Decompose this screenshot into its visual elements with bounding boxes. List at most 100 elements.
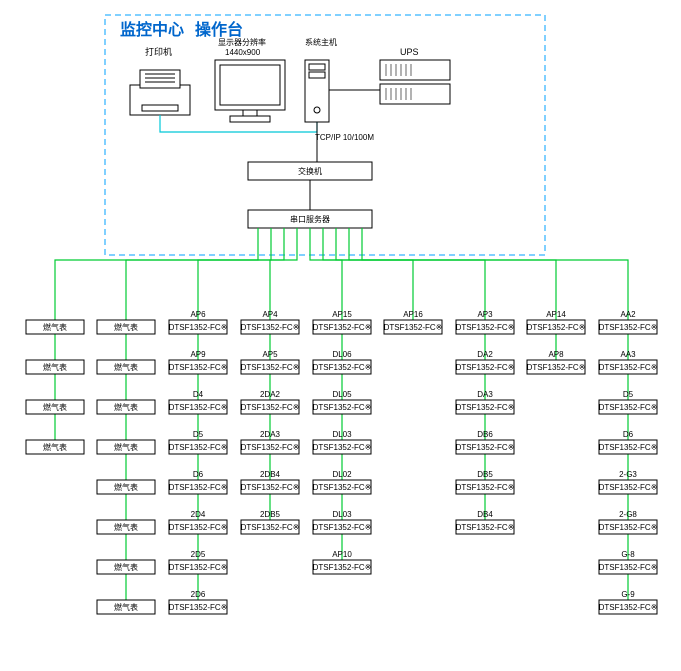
node-title: 2-G8 (619, 510, 637, 519)
node-sub: DTSF1352-FC※ (313, 443, 372, 452)
node-sub: DTSF1352-FC※ (599, 443, 658, 452)
node-title: AP3 (477, 310, 493, 319)
node-title: AP9 (190, 350, 206, 359)
gas-meter-label: 燃气表 (114, 602, 138, 612)
monitor-res: 1440x900 (225, 48, 261, 57)
node-title: AP15 (332, 310, 352, 319)
node-title: DB6 (477, 430, 493, 439)
switch-label: 交换机 (298, 166, 322, 176)
gas-meter-label: 燃气表 (114, 362, 138, 372)
node-title: AP10 (332, 550, 352, 559)
node-title: AP16 (403, 310, 423, 319)
node-title: DL02 (332, 470, 352, 479)
gas-meter-label: 燃气表 (43, 442, 67, 452)
trunk-col-0 (55, 228, 258, 447)
node-sub: DTSF1352-FC※ (456, 403, 515, 412)
node-title: AP4 (262, 310, 278, 319)
node-sub: DTSF1352-FC※ (169, 323, 228, 332)
node-sub: DTSF1352-FC※ (313, 403, 372, 412)
node-title: AP5 (262, 350, 278, 359)
node-title: AA3 (620, 350, 636, 359)
node-sub: DTSF1352-FC※ (599, 563, 658, 572)
node-title: G-8 (621, 550, 635, 559)
node-title: D6 (623, 430, 634, 439)
trunk-col-6 (336, 228, 485, 522)
node-title: 2DA2 (260, 390, 281, 399)
node-title: DA3 (477, 390, 493, 399)
node-title: DL03 (332, 430, 352, 439)
node-title: 2D5 (191, 550, 206, 559)
node-title: D6 (193, 470, 204, 479)
gas-meter-label: 燃气表 (114, 442, 138, 452)
tcpip-label: TCP/IP 10/100M (315, 133, 374, 142)
title-a: 监控中心 (120, 20, 184, 39)
node-sub: DTSF1352-FC※ (169, 443, 228, 452)
node-sub: DTSF1352-FC※ (169, 563, 228, 572)
node-sub: DTSF1352-FC※ (599, 483, 658, 492)
node-sub: DTSF1352-FC※ (241, 443, 300, 452)
node-sub: DTSF1352-FC※ (599, 323, 658, 332)
node-sub: DTSF1352-FC※ (313, 563, 372, 572)
gas-meter-label: 燃气表 (43, 362, 67, 372)
node-sub: DTSF1352-FC※ (169, 363, 228, 372)
ups-icon (380, 60, 450, 80)
node-title: D5 (193, 430, 204, 439)
node-sub: DTSF1352-FC※ (527, 323, 586, 332)
node-title: 2D4 (191, 510, 206, 519)
node-sub: DTSF1352-FC※ (169, 523, 228, 532)
node-title: AP8 (548, 350, 564, 359)
node-title: AP14 (546, 310, 566, 319)
ups-label: UPS (400, 47, 419, 57)
gas-meter-label: 燃气表 (43, 322, 67, 332)
node-sub: DTSF1352-FC※ (456, 523, 515, 532)
node-sub: DTSF1352-FC※ (313, 483, 372, 492)
node-title: DB4 (477, 510, 493, 519)
node-sub: DTSF1352-FC※ (456, 323, 515, 332)
node-title: DA2 (477, 350, 493, 359)
node-title: DL05 (332, 390, 352, 399)
printer-label: 打印机 (145, 46, 172, 57)
node-sub: DTSF1352-FC※ (599, 603, 658, 612)
host-label: 系统主机 (305, 37, 337, 47)
node-sub: DTSF1352-FC※ (527, 363, 586, 372)
node-sub: DTSF1352-FC※ (599, 523, 658, 532)
node-sub: DTSF1352-FC※ (169, 403, 228, 412)
node-title: AP6 (190, 310, 206, 319)
trunk-col-8 (362, 228, 628, 602)
node-sub: DTSF1352-FC※ (241, 323, 300, 332)
node-sub: DTSF1352-FC※ (384, 323, 443, 332)
gas-meter-label: 燃气表 (43, 402, 67, 412)
gas-meter-label: 燃气表 (114, 322, 138, 332)
trunk-col-2 (198, 228, 284, 602)
node-title: DB5 (477, 470, 493, 479)
node-sub: DTSF1352-FC※ (313, 323, 372, 332)
monitor-label: 显示器分辨率 (218, 37, 266, 47)
node-title: AA2 (620, 310, 636, 319)
node-title: 2DA3 (260, 430, 281, 439)
node-title: D5 (623, 390, 634, 399)
node-sub: DTSF1352-FC※ (456, 363, 515, 372)
node-sub: DTSF1352-FC※ (169, 603, 228, 612)
node-sub: DTSF1352-FC※ (241, 403, 300, 412)
trunk-col-7 (349, 228, 556, 362)
node-sub: DTSF1352-FC※ (456, 443, 515, 452)
topology-diagram: 监控中心操作台打印机显示器分辨率1440x900系统主机UPSTCP/IP 10… (0, 0, 681, 671)
node-title: DL03 (332, 510, 352, 519)
node-sub: DTSF1352-FC※ (599, 363, 658, 372)
node-title: DL06 (332, 350, 352, 359)
node-title: 2D6 (191, 590, 206, 599)
node-sub: DTSF1352-FC※ (241, 483, 300, 492)
node-sub: DTSF1352-FC※ (169, 483, 228, 492)
node-sub: DTSF1352-FC※ (599, 403, 658, 412)
node-title: G-9 (621, 590, 635, 599)
node-title: D4 (193, 390, 204, 399)
serial-server-label: 串口服务器 (290, 214, 330, 224)
node-sub: DTSF1352-FC※ (241, 523, 300, 532)
gas-meter-label: 燃气表 (114, 562, 138, 572)
node-title: 2DB5 (260, 510, 281, 519)
node-sub: DTSF1352-FC※ (241, 363, 300, 372)
node-title: 2-G3 (619, 470, 637, 479)
node-title: 2DB4 (260, 470, 281, 479)
gas-meter-label: 燃气表 (114, 522, 138, 532)
gas-meter-label: 燃气表 (114, 402, 138, 412)
